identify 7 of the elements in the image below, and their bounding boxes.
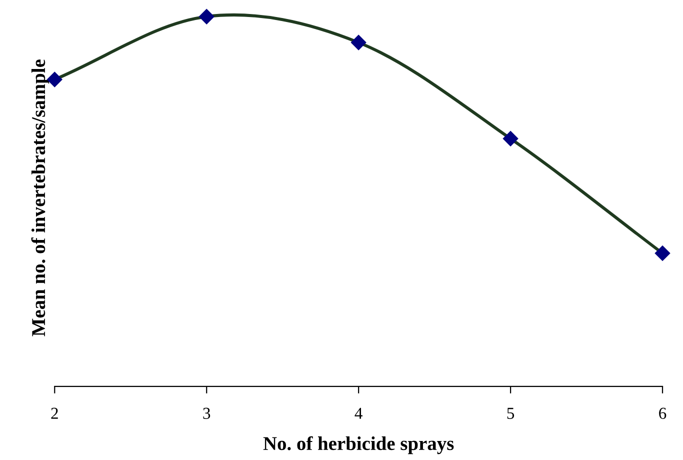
x-tick-label: 2 [51, 408, 58, 419]
x-tick-label: 5 [507, 408, 514, 419]
x-axis-title: No. of herbicide sprays [263, 436, 454, 454]
x-tick-label: 4 [354, 408, 362, 419]
y-axis-title: Mean no. of invertebrates/sample [31, 60, 50, 336]
x-tick-label: 3 [203, 408, 210, 419]
x-tick-label: 6 [659, 408, 666, 419]
